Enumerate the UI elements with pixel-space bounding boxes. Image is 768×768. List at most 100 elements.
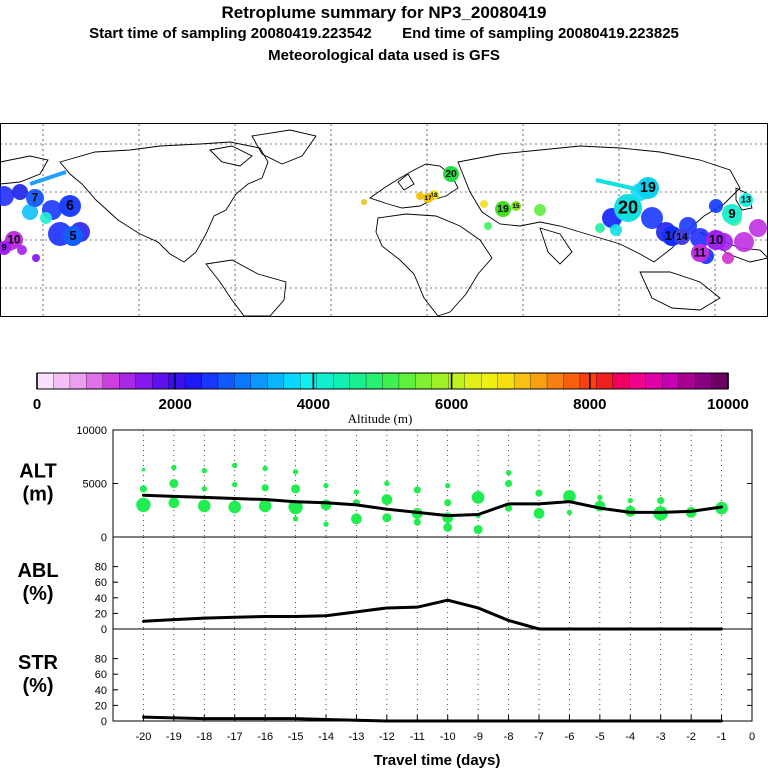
panel-ylabel: (%) (22, 675, 53, 697)
plume-day-label: 6 (66, 198, 74, 214)
plume-day-label: 9 (1, 243, 6, 253)
x-tick-label: -3 (656, 731, 666, 743)
altitude-point (139, 485, 148, 493)
plume-blob (17, 245, 27, 255)
altitude-point (413, 486, 421, 494)
plume-blob (32, 254, 40, 262)
panel-frame (112, 536, 753, 630)
colorbar-cell (678, 372, 696, 390)
x-tick-label: -15 (288, 731, 304, 743)
altitude-point (471, 491, 485, 504)
y-tick-label: 60 (95, 577, 107, 589)
altitude-point (258, 499, 272, 513)
plume-marker (0, 241, 11, 255)
line-point (446, 514, 450, 517)
plume-marker (59, 195, 81, 217)
altitude-point (627, 497, 633, 504)
plume-day-label: 13 (741, 195, 751, 205)
altitude-point (445, 482, 451, 489)
colorbar-cell (250, 372, 268, 390)
line-point (628, 510, 632, 514)
start-time-label: Start time of sampling 20080419.223542 (89, 25, 372, 42)
line-point (385, 507, 389, 511)
colorbar-cell (36, 372, 55, 390)
colorbar-cell (382, 372, 400, 390)
colorbar-cell (300, 372, 318, 390)
plume-marker (614, 194, 642, 222)
plume-marker (691, 244, 709, 262)
y-tick-label: 0 (101, 624, 107, 636)
plume-day-label: 20 (618, 197, 638, 217)
line-point (142, 493, 145, 497)
colorbar-cell (332, 372, 351, 390)
plume-blob (734, 232, 754, 252)
line-point (355, 610, 358, 614)
plume-blob (361, 199, 367, 205)
colorbar-cell (645, 372, 663, 390)
map-frame (0, 123, 768, 317)
plume-marker (706, 230, 726, 250)
plume-day-label: 11 (694, 246, 707, 259)
plume-track (29, 170, 67, 186)
colorbar-cell (201, 372, 219, 390)
plume-marker (637, 177, 659, 199)
figure-title: Retroplume summary for NP3_20080419 (221, 3, 547, 22)
altitude-point (320, 499, 332, 511)
colorbar-cell (102, 372, 120, 390)
plume-blob (749, 219, 767, 237)
colorbar-cell (563, 372, 581, 390)
colorbar-cell (694, 372, 713, 390)
x-tick-label: -20 (135, 731, 151, 743)
line-point (294, 500, 297, 504)
altitude-point (171, 464, 177, 471)
colorbar-cell (530, 372, 548, 390)
colorbar-cell (119, 372, 137, 390)
colorbar-cell (168, 372, 186, 390)
x-tick-label: -17 (227, 731, 243, 743)
colorbar-cell (596, 372, 614, 390)
plume-blob (40, 212, 52, 224)
plume-blob (0, 186, 14, 206)
y-tick-label: 0 (101, 532, 107, 544)
plume-blob (416, 192, 424, 200)
line-point (324, 614, 328, 618)
panel-ylabel: (%) (22, 583, 53, 605)
line-point (263, 615, 267, 618)
plume-blob (480, 200, 488, 208)
line-point (476, 606, 480, 610)
altitude-point (381, 494, 393, 505)
colorbar-tick-label: 0 (33, 396, 41, 413)
altitude-point (201, 486, 207, 492)
altitude-colorbar: 0 2000 4000 6000 8000 10000 Altitude (m) (33, 372, 749, 426)
sampling-times: Start time of sampling 20080419.223542 E… (0, 25, 768, 42)
altitude-point (413, 518, 421, 526)
altitude-point (535, 489, 543, 497)
line-point (202, 496, 206, 499)
colorbar-cell (579, 372, 598, 390)
altitude-point (504, 504, 513, 512)
plume-day-label: 14 (676, 232, 688, 243)
panel-abl: 0 20 40 60 80 ABL(%) (17, 536, 753, 636)
line-point (142, 619, 145, 623)
x-tick-label: -8 (504, 731, 514, 743)
colorbar-cell (152, 372, 170, 390)
line-point (720, 505, 723, 509)
line-point (385, 606, 389, 610)
plume-marker (511, 201, 521, 211)
line-point (324, 501, 328, 505)
line-point (172, 494, 176, 498)
y-tick-label: 80 (95, 562, 107, 574)
colorbar-cell (365, 372, 384, 390)
altitude-point (136, 497, 151, 513)
plume-marker (26, 189, 44, 207)
plume-blob (709, 199, 723, 213)
colorbar-cell (629, 372, 647, 390)
plume-marker (423, 193, 433, 203)
line-point (415, 510, 419, 514)
plume-marker (674, 229, 690, 245)
plume-marker (443, 166, 459, 182)
altitude-point (228, 500, 242, 514)
x-tick-label: -10 (440, 731, 456, 743)
line-point (659, 510, 663, 514)
